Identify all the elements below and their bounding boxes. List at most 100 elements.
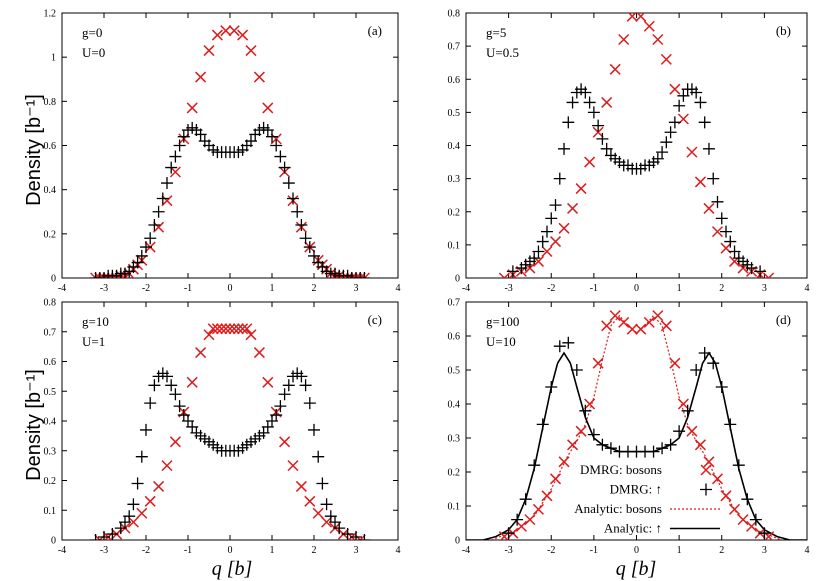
- marker-plus-point: [694, 96, 707, 109]
- x-tick-label: -1: [184, 283, 192, 294]
- marker-plus-point: [741, 493, 754, 506]
- marker-plus-point: [274, 150, 287, 163]
- panel-param: g=10: [82, 314, 109, 329]
- y-tick-label: 0: [51, 536, 56, 547]
- data-layer: [466, 310, 807, 540]
- legend-entry-label: DMRG: ↑: [610, 482, 662, 497]
- marker-x-point: [567, 202, 579, 214]
- x-tick-label: -1: [184, 545, 192, 556]
- panel-param: U=0.5: [486, 45, 519, 60]
- marker-x-point: [524, 514, 536, 526]
- panel-label: (d): [776, 312, 791, 327]
- marker-x-point: [609, 310, 621, 322]
- marker-plus-point: [754, 265, 767, 278]
- marker-plus-point: [681, 404, 694, 417]
- marker-plus-point: [673, 99, 686, 112]
- y-tick-label: 0.1: [448, 240, 461, 251]
- x-tick-label: 1: [677, 545, 682, 556]
- y-tick-label: 0.4: [448, 141, 461, 152]
- x-tick-label: -1: [590, 545, 598, 556]
- marker-x-point: [592, 357, 604, 369]
- marker-plus-point: [295, 370, 308, 383]
- x-tick-label: 2: [312, 545, 317, 556]
- data-layer: [498, 13, 775, 278]
- x-tick-label: 2: [719, 283, 724, 294]
- y-tick-label: 0.6: [44, 357, 57, 368]
- y-tick-label: 0.1: [448, 502, 461, 513]
- y-axis-label-top: Density [b⁻¹]: [23, 94, 45, 206]
- marker-plus-point: [664, 438, 677, 451]
- x-tick-label: -2: [142, 545, 150, 556]
- marker-x-point: [106, 272, 118, 278]
- marker-x-point: [635, 13, 647, 22]
- marker-x-point: [169, 436, 181, 448]
- marker-x-point: [737, 514, 749, 526]
- marker-x-point: [220, 25, 232, 37]
- marker-x-point: [136, 507, 148, 519]
- marker-plus-point: [161, 177, 173, 190]
- marker-x-point: [729, 503, 741, 515]
- marker-plus-point: [333, 522, 346, 535]
- marker-plus-point: [274, 400, 287, 413]
- y-tick-label: 0.7: [448, 298, 461, 309]
- marker-plus-point: [553, 340, 566, 353]
- x-tick-label: 2: [719, 545, 724, 556]
- marker-plus-point: [291, 205, 304, 218]
- x-tick-label: 3: [762, 545, 767, 556]
- marker-plus-point: [707, 357, 720, 370]
- y-tick-label: 0.3: [448, 174, 461, 185]
- x-tick-label: -1: [590, 283, 598, 294]
- y-tick-label: 0.8: [44, 298, 57, 309]
- x-tick-label: -2: [142, 283, 150, 294]
- marker-plus-point: [690, 364, 703, 376]
- x-tick-label: -2: [547, 283, 555, 294]
- marker-plus-point: [579, 86, 592, 99]
- marker-plus-point: [316, 477, 329, 490]
- marker-plus-point: [656, 146, 669, 159]
- marker-x-point: [169, 166, 181, 178]
- marker-plus-point: [724, 418, 737, 431]
- marker-plus-point: [553, 172, 566, 185]
- marker-x-point: [584, 398, 596, 410]
- panel-param: U=10: [486, 334, 516, 349]
- x-tick-label: -4: [58, 283, 66, 294]
- marker-plus-point: [732, 459, 745, 472]
- marker-x-point: [601, 320, 613, 332]
- marker-plus-point: [570, 364, 583, 376]
- panel-param: U=1: [82, 334, 105, 349]
- marker-plus-point: [282, 379, 295, 392]
- marker-plus-point: [583, 96, 596, 109]
- marker-x-point: [253, 71, 265, 83]
- marker-plus-point: [720, 225, 733, 238]
- marker-plus-point: [299, 379, 312, 392]
- panel-d: 0 0.1 0.2 0.3 0.4 0.5 0.6 0.7 -4 -3 -2 -1 0 1 2 3 4 (d) g=…: [448, 298, 810, 557]
- marker-plus-point: [545, 381, 558, 393]
- marker-x-point: [195, 347, 207, 359]
- marker-plus-point: [169, 150, 182, 163]
- y-tick-label: 0.3: [448, 434, 461, 445]
- marker-x-point: [270, 133, 282, 145]
- marker-plus-point: [540, 225, 553, 238]
- marker-x-point: [216, 323, 228, 335]
- legend-entry-label: Analytic: ↑: [604, 521, 662, 536]
- marker-x-point: [558, 456, 570, 468]
- marker-plus-point: [656, 442, 669, 455]
- marker-x-point: [575, 425, 587, 437]
- marker-plus-point: [299, 232, 312, 245]
- marker-x-point: [609, 63, 621, 75]
- marker-plus-point: [131, 477, 144, 490]
- marker-plus-point: [173, 400, 186, 413]
- y-tick-label: 0.7: [44, 327, 57, 338]
- marker-x-point: [94, 272, 106, 278]
- marker-x-point: [532, 503, 544, 515]
- marker-x-point: [592, 126, 604, 138]
- marker-x-point: [763, 272, 775, 278]
- x-tick-label: 4: [805, 283, 810, 294]
- x-tick-label: 0: [634, 545, 639, 556]
- y-tick-label: 0.2: [44, 476, 57, 487]
- marker-plus-point: [123, 510, 136, 523]
- marker-x-point: [203, 45, 215, 57]
- marker-plus-point: [587, 106, 600, 119]
- marker-plus-point: [745, 262, 758, 275]
